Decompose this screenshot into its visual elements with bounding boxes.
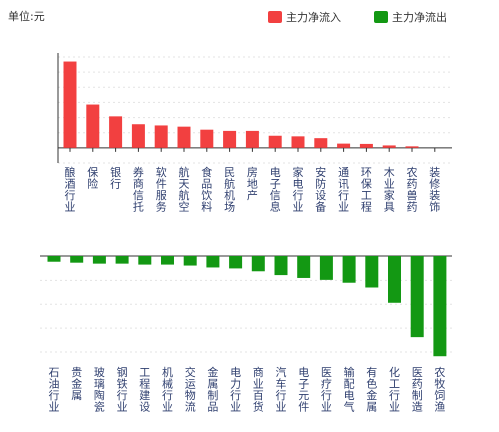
inflow-bar [154, 125, 168, 148]
inflow-category-label: 装修装饰 [429, 166, 440, 214]
outflow-category-label: 化工行业 [389, 365, 400, 414]
inflow-category-label: 家电行业 [293, 165, 304, 214]
outflow-bar [342, 256, 356, 283]
outflow-category-label: 石油行业 [49, 366, 60, 414]
outflow-category-label: 商业百货 [253, 365, 264, 414]
inflow-bar [86, 104, 100, 148]
outflow-bar [410, 256, 424, 338]
inflow-bar [109, 116, 123, 148]
outflow-category-label: 医药制造 [412, 366, 423, 414]
inflow-bar [245, 130, 259, 148]
outflow-bar [319, 256, 333, 280]
outflow-bar [206, 256, 220, 268]
outflow-bar [251, 256, 265, 272]
legend-inflow-label: 主力净流入 [286, 10, 341, 24]
outflow-category-label: 输配电气 [344, 365, 355, 414]
inflow-bar [291, 136, 305, 148]
legend-outflow-label: 主力净流出 [392, 10, 447, 24]
outflow-category-label: 工程建设 [139, 366, 150, 414]
outflow-category-label: 电子元件 [298, 366, 309, 414]
outflow-category-label: 电力行业 [230, 366, 241, 414]
inflow-category-label: 券商信托 [133, 165, 144, 214]
legend-inflow-swatch [268, 11, 282, 23]
inflow-bar [63, 61, 77, 148]
inflow-category-label: 通讯行业 [338, 166, 349, 214]
inflow-bar [359, 143, 373, 148]
inflow-category-label: 食品饮料 [201, 165, 212, 214]
inflow-bar [268, 135, 282, 148]
inflow-bar [131, 124, 145, 148]
unit-label: 单位:元 [8, 9, 45, 23]
outflow-bar [47, 256, 61, 262]
inflow-category-label: 酿酒行业 [65, 165, 76, 214]
inflow-category-label: 保险 [87, 165, 98, 191]
inflow-category-label: 农药兽药 [407, 165, 418, 214]
legend-outflow-swatch [374, 11, 388, 23]
inflow-bar [405, 146, 419, 148]
inflow-category-label: 电子信息 [270, 166, 281, 214]
outflow-category-label: 汽车行业 [276, 365, 287, 414]
inflow-category-label: 安防设备 [315, 165, 326, 214]
inflow-category-label: 民航机场 [224, 166, 235, 214]
outflow-bar [388, 256, 401, 303]
inflow-bar [314, 138, 328, 148]
inflow-bar [382, 145, 396, 148]
outflow-bar [70, 256, 84, 263]
outflow-category-label: 有色金属 [366, 365, 377, 414]
inflow-bar [337, 143, 351, 148]
outflow-bar [138, 256, 152, 265]
legend: 主力净流入 主力净流出 [268, 10, 447, 24]
inflow-bar [200, 129, 214, 148]
outflow-bar [433, 256, 447, 357]
inflow-category-label: 房地产 [247, 166, 258, 202]
outflow-category-label: 农牧饲渔 [434, 365, 445, 414]
inflow-category-label: 银行 [110, 165, 121, 191]
outflow-bar [297, 256, 311, 278]
outflow-category-label: 机械行业 [162, 365, 173, 414]
inflow-bar [177, 126, 191, 148]
outflow-category-label: 玻璃陶瓷 [94, 366, 105, 414]
outflow-bar [115, 256, 129, 264]
outflow-category-label: 医疗行业 [321, 366, 332, 414]
outflow-bar [161, 256, 174, 265]
outflow-bar [92, 256, 106, 264]
inflow-category-label: 航天航空 [179, 165, 190, 214]
inflow-bar [223, 130, 237, 148]
outflow-category-label: 金属制品 [207, 365, 218, 414]
outflow-category-label: 交运物流 [185, 365, 196, 414]
outflow-category-label: 贵金属 [71, 366, 82, 402]
inflow-category-label: 环保工程 [361, 166, 372, 214]
outflow-bar [274, 256, 288, 276]
inflow-category-label: 软件服务 [156, 165, 167, 214]
outflow-bar [183, 256, 197, 266]
outflow-bar [365, 256, 379, 288]
outflow-category-label: 钢铁行业 [117, 366, 128, 414]
outflow-bar [229, 256, 243, 269]
inflow-category-label: 木业家具 [384, 166, 395, 214]
